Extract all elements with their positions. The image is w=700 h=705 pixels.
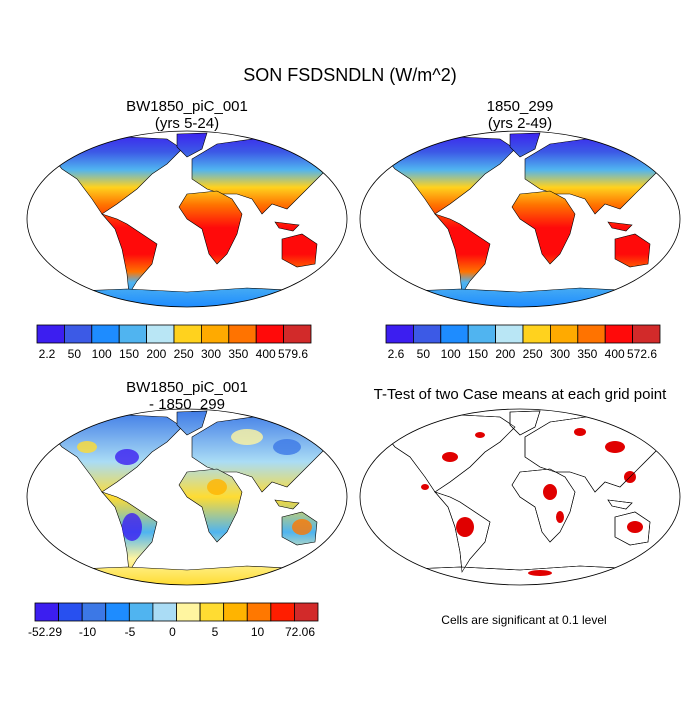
significant-cells: [605, 441, 625, 453]
colorbar-label: 100: [92, 347, 112, 361]
colorbar-box: [283, 324, 312, 344]
panel-title: 1850_299: [487, 98, 554, 115]
land: [27, 132, 347, 307]
colorbar-label: 300: [550, 347, 570, 361]
colorbar-box: [550, 324, 579, 344]
map: [359, 408, 681, 586]
colorbar-label: 200: [146, 347, 166, 361]
significant-cells: [543, 484, 557, 500]
colorbar-box: [91, 324, 120, 344]
significant-cells: [574, 428, 586, 436]
colorbar-label: 250: [174, 347, 194, 361]
colorbar-label: -10: [79, 625, 97, 639]
colorbar-box: [246, 602, 272, 622]
colorbar-box: [173, 324, 202, 344]
map: [26, 408, 348, 586]
panel-title: BW1850_piC_001: [126, 98, 248, 115]
panel-title: BW1850_piC_001: [126, 379, 248, 396]
colorbar-box: [105, 602, 130, 622]
panel-title: (yrs 2-49): [488, 115, 552, 132]
colorbar-label: 50: [417, 347, 431, 361]
anomaly-patch: [231, 429, 263, 445]
map-border: [359, 130, 681, 308]
colorbar-box: [270, 602, 295, 622]
anomaly-patch: [122, 513, 142, 541]
figure-title: SON FSDSNDLN (W/m^2): [243, 65, 456, 85]
colorbar-label: 572.6: [627, 347, 657, 361]
significant-cells: [627, 521, 643, 533]
map-border: [26, 408, 348, 586]
land: [360, 410, 680, 585]
colorbar-box: [495, 324, 524, 344]
colorbar-box: [34, 602, 59, 622]
colorbar-box: [36, 324, 65, 344]
colorbar-label: 10: [251, 625, 265, 639]
colorbar-label: 300: [201, 347, 221, 361]
colorbar-label: 72.06: [285, 625, 315, 639]
colorbar-box: [152, 602, 177, 622]
panel-title: T-Test of two Case means at each grid po…: [374, 386, 667, 403]
land: [360, 132, 680, 307]
panel-title: - 1850_299: [149, 396, 225, 413]
colorbar-box: [64, 324, 93, 344]
colorbar-box: [604, 324, 634, 344]
anomaly-patch: [273, 439, 301, 455]
colorbar-box: [522, 324, 551, 344]
colorbar-box: [294, 602, 319, 622]
colorbar-box: [81, 602, 107, 622]
map: [26, 130, 348, 308]
colorbar-box: [118, 324, 147, 344]
colorbar-label: 400: [256, 347, 276, 361]
note: Cells are significant at 0.1 level: [441, 613, 606, 627]
colorbar-label: 150: [468, 347, 488, 361]
colorbar-box: [412, 324, 442, 344]
map-border: [359, 408, 681, 586]
colorbar-label: -5: [125, 625, 136, 639]
colorbar-label: 0: [169, 625, 176, 639]
colorbar-label: 400: [605, 347, 625, 361]
significant-cells: [456, 517, 474, 537]
colorbar-label: 100: [441, 347, 461, 361]
anomaly-patch: [77, 441, 97, 453]
land: [27, 410, 347, 585]
colorbar-box: [228, 324, 257, 344]
colorbar-box: [577, 324, 606, 344]
colorbar-label: 2.6: [388, 347, 405, 361]
colorbar-box: [385, 324, 414, 344]
colorbar-box: [255, 324, 285, 344]
significant-cells: [556, 511, 564, 523]
colorbar-label: 2.2: [39, 347, 56, 361]
colorbar-box: [146, 324, 175, 344]
colorbar-label: 200: [495, 347, 515, 361]
significant-cells: [421, 484, 429, 490]
colorbar-box: [223, 602, 248, 622]
colorbar-box: [58, 602, 83, 622]
colorbar-box: [199, 602, 225, 622]
anomaly-patch: [207, 479, 227, 495]
colorbar-box: [176, 602, 201, 622]
colorbar-label: 350: [577, 347, 597, 361]
colorbar-label: 250: [523, 347, 543, 361]
colorbar-label: 350: [228, 347, 248, 361]
colorbar-label: 579.6: [278, 347, 308, 361]
colorbar-box: [128, 602, 154, 622]
colorbar-label: -52.29: [28, 625, 62, 639]
colorbar-box: [632, 324, 661, 344]
panel-title: (yrs 5-24): [155, 115, 219, 132]
significant-cells: [528, 570, 552, 576]
colorbar-box: [467, 324, 497, 344]
colorbar-label: 50: [68, 347, 82, 361]
map-border: [26, 130, 348, 308]
anomaly-patch: [292, 519, 312, 535]
map: [359, 130, 681, 308]
significant-cells: [475, 432, 485, 438]
colorbar-box: [200, 324, 230, 344]
significant-cells: [442, 452, 458, 462]
colorbar-box: [440, 324, 469, 344]
anomaly-patch: [115, 449, 139, 465]
colorbar-label: 5: [212, 625, 219, 639]
colorbar-label: 150: [119, 347, 139, 361]
